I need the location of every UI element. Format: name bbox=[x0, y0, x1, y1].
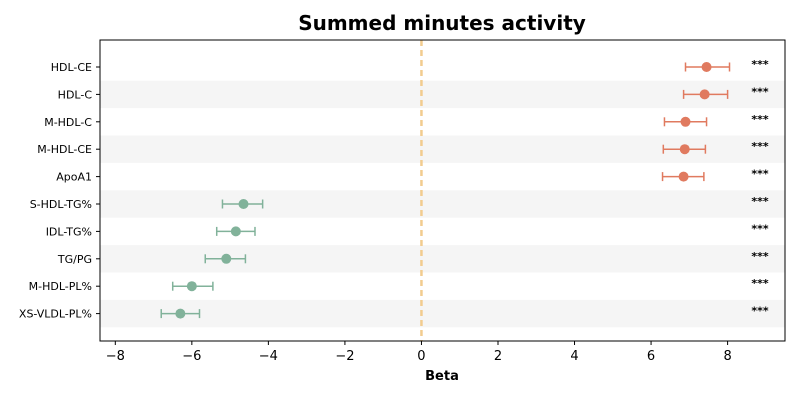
y-tick-label: ApoA1 bbox=[56, 171, 92, 184]
y-tick-label: M-HDL-PL% bbox=[29, 280, 92, 293]
x-tick-label: 4 bbox=[570, 349, 578, 364]
significance-label: *** bbox=[751, 58, 769, 71]
x-tick-label: 2 bbox=[494, 349, 502, 364]
x-axis-ticks: −8 −6 −4 −2 0 2 4 6 8 bbox=[106, 341, 732, 364]
row-band bbox=[100, 245, 785, 273]
significance-label: *** bbox=[751, 277, 769, 290]
y-tick-label: M-HDL-CE bbox=[37, 143, 92, 156]
significance-label: *** bbox=[751, 305, 769, 318]
x-tick-label: 8 bbox=[723, 349, 731, 364]
x-axis-label: Beta bbox=[425, 369, 459, 384]
significance-label: *** bbox=[751, 85, 769, 98]
estimate-point bbox=[701, 62, 712, 72]
significance-label: *** bbox=[751, 195, 769, 208]
plot-frame bbox=[99, 39, 786, 342]
x-tick-label: −2 bbox=[335, 349, 354, 364]
y-tick-labels: HDL-CE HDL-C M-HDL-C M-HDL-CE ApoA1 S-HDL-TG%… bbox=[19, 61, 100, 321]
y-tick-label: IDL-TG% bbox=[46, 225, 92, 238]
x-tick-label: 6 bbox=[647, 349, 655, 364]
estimate-point bbox=[679, 144, 690, 155]
row-bands bbox=[100, 80, 785, 328]
x-tick-label: −4 bbox=[259, 349, 278, 364]
significance-label: *** bbox=[751, 250, 769, 263]
estimate-point bbox=[186, 281, 197, 292]
estimate-point bbox=[238, 199, 249, 209]
estimate-point bbox=[678, 171, 689, 182]
y-tick-label: M-HDL-C bbox=[44, 116, 92, 129]
significance-label: *** bbox=[751, 140, 769, 153]
estimate-point bbox=[175, 308, 186, 319]
estimate-point bbox=[680, 116, 691, 127]
chart-title: Summed minutes activity bbox=[298, 11, 586, 35]
x-tick-label: 0 bbox=[417, 349, 425, 364]
y-tick-label: S-HDL-TG% bbox=[30, 198, 92, 211]
row-band bbox=[100, 299, 785, 328]
x-tick-label: −8 bbox=[106, 349, 125, 364]
y-tick-label: HDL-CE bbox=[51, 61, 92, 74]
x-tick-label: −6 bbox=[182, 349, 201, 364]
estimate-point bbox=[699, 89, 710, 100]
estimate-point bbox=[230, 226, 241, 237]
estimate-point bbox=[221, 253, 232, 264]
significance-labels: *** *** *** *** *** *** *** *** *** *** bbox=[751, 58, 769, 318]
y-tick-label: TG/PG bbox=[57, 253, 92, 266]
row-band bbox=[100, 190, 785, 218]
estimate-marks bbox=[160, 62, 731, 319]
significance-label: *** bbox=[751, 222, 769, 235]
significance-label: *** bbox=[751, 113, 769, 126]
y-tick-label: HDL-C bbox=[58, 88, 93, 101]
row-band bbox=[100, 80, 785, 109]
y-tick-label: XS-VLDL-PL% bbox=[19, 308, 92, 321]
significance-label: *** bbox=[751, 168, 769, 181]
